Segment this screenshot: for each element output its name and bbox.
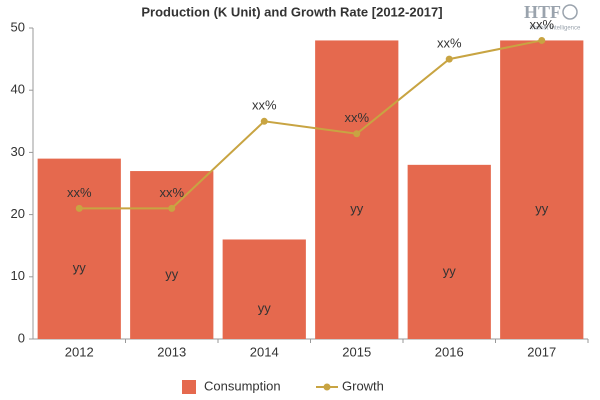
x-tick-label: 2013: [157, 344, 186, 359]
bar-value-label: yy: [443, 263, 457, 278]
bar-value-label: yy: [350, 201, 364, 216]
line-value-label: xx%: [529, 17, 554, 32]
bar: [222, 239, 306, 339]
bar-value-label: yy: [535, 201, 549, 216]
bar: [500, 40, 584, 339]
line-point: [75, 204, 83, 212]
x-tick-label: 2015: [342, 344, 371, 359]
y-tick-label: 40: [11, 82, 25, 97]
y-tick-label: 10: [11, 268, 25, 283]
line-point: [445, 55, 453, 63]
y-tick-label: 0: [18, 330, 25, 345]
bar-value-label: yy: [73, 260, 87, 275]
x-tick-label: 2017: [527, 344, 556, 359]
line-point: [260, 117, 268, 125]
bar: [130, 171, 214, 339]
x-tick-label: 2014: [250, 344, 279, 359]
legend-swatch-point: [323, 383, 331, 391]
bar: [407, 164, 491, 339]
y-tick-label: 30: [11, 144, 25, 159]
y-tick-label: 50: [11, 19, 25, 34]
logo: HTF: [524, 2, 561, 22]
bar: [315, 40, 399, 339]
line-value-label: xx%: [159, 185, 184, 200]
bar-value-label: yy: [258, 301, 272, 316]
line-value-label: xx%: [437, 36, 462, 51]
y-tick-label: 20: [11, 206, 25, 221]
legend-label: Growth: [342, 378, 384, 393]
legend-swatch: [182, 380, 196, 394]
line-value-label: xx%: [67, 185, 92, 200]
line-point: [168, 204, 176, 212]
line-value-label: xx%: [252, 98, 277, 113]
x-tick-label: 2016: [435, 344, 464, 359]
x-tick-label: 2012: [65, 344, 94, 359]
logo-globe: [562, 4, 578, 20]
legend-label: Consumption: [204, 378, 281, 393]
chart-title: Production (K Unit) and Growth Rate [201…: [141, 4, 442, 19]
logo-subtitle: Market Intelligence: [530, 26, 581, 32]
growth-line: [79, 39, 542, 210]
bar-value-label: yy: [165, 266, 179, 281]
bar: [37, 158, 121, 339]
line-value-label: xx%: [344, 110, 369, 125]
line-point: [353, 130, 361, 138]
line-point: [538, 36, 546, 44]
